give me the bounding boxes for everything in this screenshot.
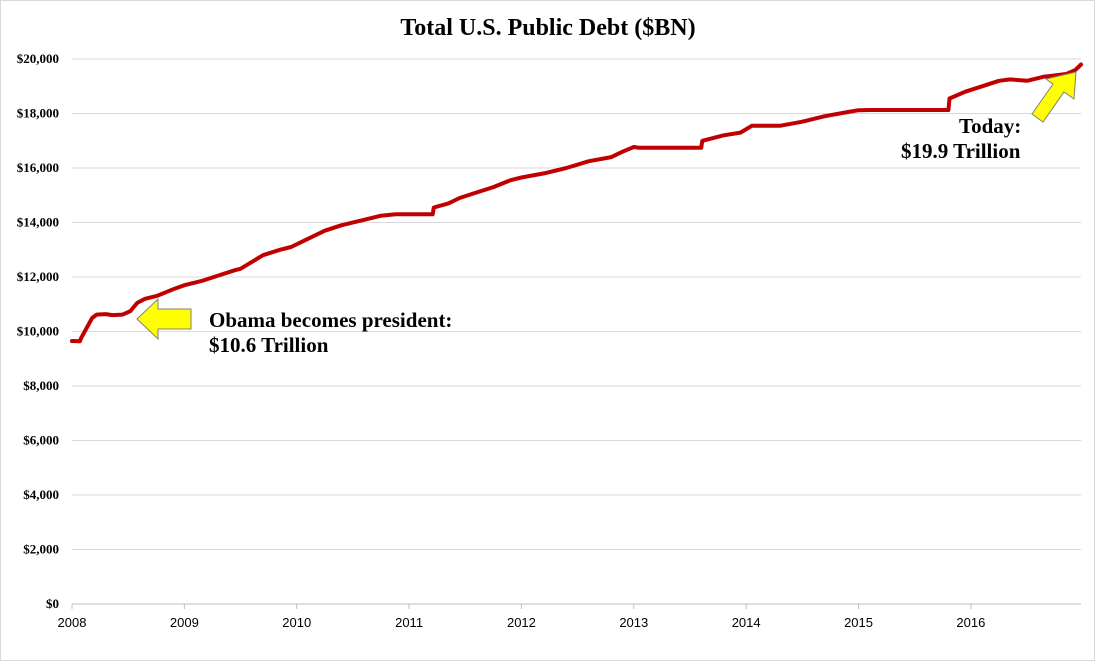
x-axis-ticks: 2008 2009 2010 2011 2012 2013 2014 2015 2016 [58, 604, 985, 630]
annotation-obama-line-2: $10.6 Trillion [209, 333, 329, 357]
y-tick-label: $14,000 [17, 215, 59, 230]
x-tick-label: 2011 [395, 615, 423, 630]
y-tick-label: $4,000 [23, 487, 59, 502]
x-tick-label: 2010 [282, 615, 311, 630]
annotation-obama-line-1: Obama becomes president: [209, 308, 452, 332]
gridlines [72, 58, 1081, 550]
x-tick-label: 2013 [619, 615, 648, 630]
annotation-obama: Obama becomes president: $10.6 Trillion [209, 308, 458, 357]
y-tick-label: $10,000 [17, 324, 59, 339]
y-tick-label: $16,000 [17, 160, 59, 175]
x-tick-label: 2014 [732, 615, 761, 630]
y-tick-label: $0 [46, 596, 59, 611]
x-tick-label: 2009 [170, 615, 199, 630]
y-axis-ticks: $0 $2,000 $4,000 $6,000 $8,000 $10,000 $12,000… [17, 51, 59, 611]
x-tick-label: 2008 [58, 615, 87, 630]
y-tick-label: $6,000 [23, 433, 59, 448]
annotation-today-line-1: Today: [959, 114, 1021, 138]
y-tick-label: $20,000 [17, 51, 59, 66]
annotation-today: Today: $19.9 Trillion [901, 114, 1027, 163]
y-tick-label: $8,000 [23, 378, 59, 393]
x-tick-label: 2012 [507, 615, 536, 630]
x-tick-label: 2016 [956, 615, 985, 630]
chart-title: Total U.S. Public Debt ($BN) [400, 15, 695, 41]
series-line-total-debt [70, 62, 1083, 344]
y-tick-label: $18,000 [17, 106, 59, 121]
x-tick-label: 2015 [844, 615, 873, 630]
arrow-up-right-icon [1031, 71, 1077, 123]
arrow-left-icon [136, 297, 192, 341]
y-tick-label: $12,000 [17, 269, 59, 284]
annotation-today-line-2: $19.9 Trillion [901, 139, 1021, 163]
y-tick-label: $2,000 [23, 542, 59, 557]
